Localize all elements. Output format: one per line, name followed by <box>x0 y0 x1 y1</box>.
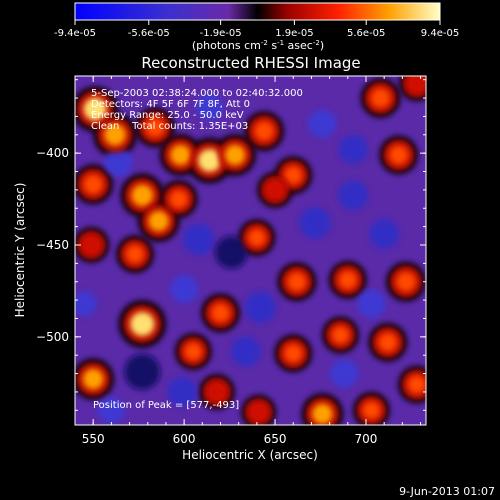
heatmap-negative <box>308 109 337 138</box>
heatmap-negative <box>196 94 223 121</box>
heatmap-negative <box>183 223 215 256</box>
colorbar-unit-label: (photons cm-2 s-1 asec-2) <box>192 39 324 52</box>
x-tick-label: 550 <box>82 432 105 446</box>
heatmap-source-core <box>184 342 202 361</box>
heatmap-source-core <box>130 311 155 336</box>
heatmap-source-core <box>148 210 169 232</box>
x-tick-label: 600 <box>173 432 196 446</box>
heatmap-source-core <box>145 117 165 138</box>
heatmap-source-core <box>131 184 154 207</box>
colorbar-tick-label: 1.9e-05 <box>275 28 313 39</box>
footer-date: 9-Jun-2013 01:07 <box>399 485 495 498</box>
annotation-detectors: Detectors: 4F 5F 6F 7F 8F, Att 0 <box>91 99 250 110</box>
peak-position-label: Position of Peak = [577,-493] <box>93 400 239 411</box>
heatmap-negative <box>338 135 368 164</box>
heatmap-source-core <box>408 76 426 92</box>
plot-frame <box>74 75 427 426</box>
heatmap-negative <box>330 359 359 388</box>
colorbar-ticks <box>74 20 441 25</box>
heatmap-source-core <box>83 97 107 121</box>
heatmap-source-core <box>169 190 188 209</box>
heatmap-negative <box>104 148 133 177</box>
annotation-energy: Energy Range: 25.0 - 50.0 keV <box>91 110 244 121</box>
heatmap-source-core <box>83 174 103 194</box>
heatmap-negative <box>231 336 261 367</box>
annotation-block: 5-Sep-2003 02:38:24.000 to 02:40:32.000 … <box>91 88 303 132</box>
colorbar-tick-labels: -9.4e-05 -5.6e-05 -1.9e-05 1.9e-05 5.6e-05 9.… <box>54 28 459 39</box>
heatmap-source-core <box>407 375 426 394</box>
heatmap-source-core <box>378 333 398 352</box>
heatmap-source-core <box>312 403 333 425</box>
heatmap-source-core <box>82 368 104 390</box>
heatmap-source-core <box>284 344 303 363</box>
heatmap-source-core <box>389 145 409 165</box>
heatmap-negative <box>98 397 125 424</box>
heatmap-source-core <box>370 88 391 108</box>
colorbar-tick-label: -9.4e-05 <box>54 28 96 39</box>
heatmap-source-core <box>331 326 350 344</box>
y-axis-label: Heliocentric Y (arcsec) <box>13 183 27 318</box>
heatmap-source-core <box>248 228 266 247</box>
colorbar-tick-label: 9.4e-05 <box>421 28 459 39</box>
axis-ticks <box>75 76 426 425</box>
heatmap-negative <box>299 207 331 239</box>
heatmap-negative <box>75 291 97 317</box>
heatmap-source-core <box>170 144 191 166</box>
heatmap-source-core <box>198 149 221 172</box>
colorbar <box>74 2 441 21</box>
colorbar-tick-label: 5.6e-05 <box>347 28 385 39</box>
heatmap-source-core <box>266 181 284 199</box>
x-tick-label: 650 <box>264 432 287 446</box>
heatmap-source-core <box>254 121 274 141</box>
heatmap-source-core <box>362 401 381 420</box>
colorbar-tick-label: -1.9e-05 <box>200 28 242 39</box>
heatmap-negative <box>369 219 399 249</box>
heatmap-source-core <box>287 272 307 292</box>
heatmap-source-core <box>104 123 126 146</box>
annotation-time: 5-Sep-2003 02:38:24.000 to 02:40:32.000 <box>91 88 303 99</box>
y-tick-label: −450 <box>36 238 69 252</box>
heatmap-negative <box>170 275 199 304</box>
colorbar-tick-label: -5.6e-05 <box>128 28 170 39</box>
annotation-counts: Clean Total counts: 1.35E+03 <box>91 121 248 132</box>
x-axis-label: Heliocentric X (arcsec) <box>182 448 318 462</box>
y-tick-label: −500 <box>36 330 69 344</box>
heatmap-negative <box>124 353 161 390</box>
y-tick-label: −400 <box>36 146 69 160</box>
x-tick-labels: 550 600 650 700 <box>82 432 378 446</box>
heatmap-source-core <box>250 404 267 421</box>
chart-title: Reconstructed RHESSI Image <box>141 54 360 72</box>
heatmap-negative <box>338 180 369 211</box>
heatmap-source-core <box>211 303 230 323</box>
x-tick-label: 700 <box>355 432 378 446</box>
heatmap-source-core <box>396 272 416 292</box>
heatmap-negative <box>215 235 248 269</box>
heatmap-negative <box>167 377 198 407</box>
heatmap-source-core <box>126 245 145 264</box>
heatmap-negative <box>357 289 386 318</box>
heatmap-source-core <box>284 166 303 185</box>
heatmap-source-core <box>224 144 246 166</box>
y-tick-labels: −400 −450 −500 <box>36 146 69 344</box>
heatmap-source-core <box>208 383 226 401</box>
heatmap-negative <box>244 291 277 324</box>
heatmap-image <box>75 76 426 425</box>
heatmap-source-core <box>338 270 357 289</box>
heatmap-source-core <box>82 236 100 254</box>
